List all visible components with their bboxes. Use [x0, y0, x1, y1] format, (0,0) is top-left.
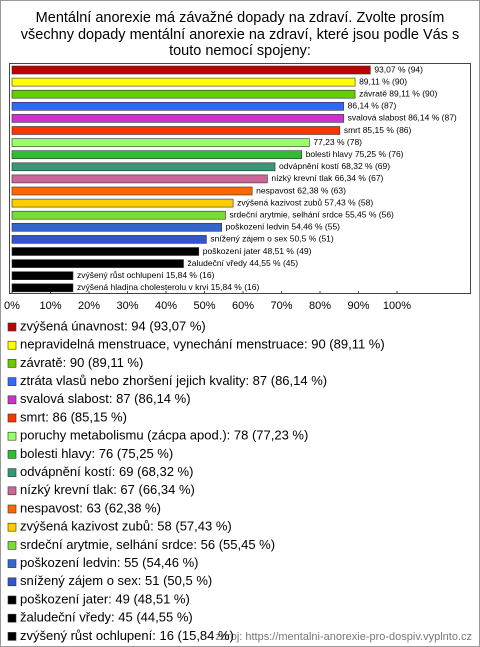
value-label: snížený zájem o sex 50,5 % (51) [210, 234, 333, 244]
bar [11, 89, 356, 99]
value-label: srdeční arytmie, selhání srdce 55,45 % (… [229, 209, 394, 219]
bar [11, 138, 310, 147]
value-label: zvýšená hladina cholesterolu v krvi 15,8… [77, 282, 260, 292]
legend-swatch [7, 504, 17, 514]
legend-label: poškození ledvin: 55 (54,46 %) [20, 555, 199, 570]
legend-label: nepravidelná menstruace, vynechání menst… [20, 337, 385, 352]
bar [11, 235, 207, 244]
legend-swatch [7, 395, 17, 405]
bar [11, 150, 303, 159]
value-label: poškození ledvin 54,46 % (55) [226, 222, 341, 232]
value-label: nespavost 62,38 % (63) [256, 185, 346, 195]
value-label: zvýšená kazivost zubů 57,43 % (58) [237, 197, 373, 207]
x-tick-label: 0% [4, 300, 20, 312]
legend-label: snížený zájem o sex: 51 (50,5 %) [20, 573, 212, 588]
bar [11, 247, 200, 256]
legend-swatch [7, 340, 17, 350]
bar [11, 65, 371, 75]
chart-title: Mentální anorexie má závažné dopady na z… [36, 10, 445, 26]
legend-swatch [7, 450, 17, 459]
value-label: nízký krevní tlak 66,34 % (67) [271, 173, 383, 183]
value-label: zvýšený růst ochlupení 15,84 % (16) [77, 270, 215, 280]
value-label: 86,14 % (87) [348, 101, 397, 111]
legend-swatch [7, 522, 17, 532]
legend-label: odvápnění kostí: 69 (68,32 %) [20, 464, 193, 479]
legend-swatch [7, 431, 17, 441]
legend-label: smrt: 86 (85,15 %) [20, 409, 127, 424]
bar [11, 174, 268, 184]
x-tick-label: 30% [116, 300, 138, 312]
bar [11, 126, 341, 135]
x-tick-label: 80% [309, 300, 331, 312]
value-label: bolesti hlavy 75,25 % (76) [306, 149, 404, 159]
bar [11, 271, 74, 281]
value-label: odvápnění kostí 68,32 % (69) [279, 161, 390, 171]
bar [11, 198, 234, 208]
bar [11, 102, 344, 111]
legend-swatch [7, 541, 17, 550]
value-label: žaludeční vředy 44,55 % (45) [188, 258, 299, 268]
legend-label: zvýšená únavnost: 94 (93,07 %) [20, 318, 206, 333]
value-label: 77,23 % (78) [313, 137, 362, 147]
x-tick-label: 100% [383, 300, 411, 312]
bar [11, 114, 344, 123]
x-tick-label: 90% [347, 300, 369, 312]
legend-label: závratě: 90 (89,11 %) [20, 355, 143, 370]
legend-label: nízký krevní tlak: 67 (66,34 %) [20, 482, 195, 497]
value-label: 89,11 % (90) [359, 76, 407, 86]
legend-label: svalová slabost: 87 (86,14 %) [20, 391, 191, 406]
legend-label: zvýšený růst ochlupení: 16 (15,84 %) [20, 628, 234, 643]
value-label: smrt 85,15 % (86) [344, 125, 412, 135]
x-tick-label: 50% [193, 300, 215, 312]
bar [11, 223, 222, 232]
legend-label: žaludeční vředy: 45 (44,55 %) [20, 610, 193, 625]
bar [11, 259, 184, 268]
legend-swatch [7, 577, 17, 587]
value-label: závratě 89,11 % (90) [359, 88, 437, 98]
legend-label: poruchy metabolismu (zácpa apod.): 78 (7… [20, 428, 308, 443]
bar [11, 283, 74, 293]
legend-swatch [7, 486, 17, 496]
bar [11, 210, 226, 220]
legend-label: bolesti hlavy: 76 (75,25 %) [20, 446, 173, 461]
legend-label: ztráta vlasů nebo zhoršení jejich kvalit… [20, 373, 327, 388]
chart-title: touto nemocí spojeny: [169, 43, 311, 59]
x-tick-label: 60% [232, 300, 254, 312]
legend-label: nespavost: 63 (62,38 %) [20, 500, 161, 515]
legend-swatch [7, 595, 17, 605]
bar [11, 162, 276, 172]
legend-swatch [7, 359, 17, 368]
x-tick-label: 10% [39, 300, 61, 312]
x-tick-label: 70% [270, 300, 292, 312]
legend-swatch [7, 559, 17, 568]
source: zdroj: https://mentalni-anorexie-pro-dos… [215, 631, 472, 643]
legend-label: srdeční arytmie, selhání srdce: 56 (55,4… [20, 537, 275, 552]
legend-label: zvýšená kazivost zubů: 58 (57,43 %) [20, 519, 232, 534]
bar [11, 186, 253, 196]
value-label: svalová slabost 86,14 % (87) [348, 113, 457, 123]
x-tick-label: 20% [78, 300, 100, 312]
x-tick-label: 40% [155, 300, 177, 312]
value-label: poškození jater 48,51 % (49) [203, 246, 312, 256]
value-label: 93,07 % (94) [374, 64, 423, 74]
chart-title: všechny dopady mentální anorexie na zdra… [21, 27, 459, 43]
legend-swatch [7, 322, 17, 332]
legend-swatch [7, 613, 17, 623]
legend-swatch [7, 413, 17, 423]
legend-swatch [7, 632, 17, 641]
bar [11, 77, 356, 87]
legend-swatch [7, 468, 17, 477]
legend-label: poškození jater: 49 (48,51 %) [20, 591, 190, 606]
legend-swatch [7, 377, 17, 386]
